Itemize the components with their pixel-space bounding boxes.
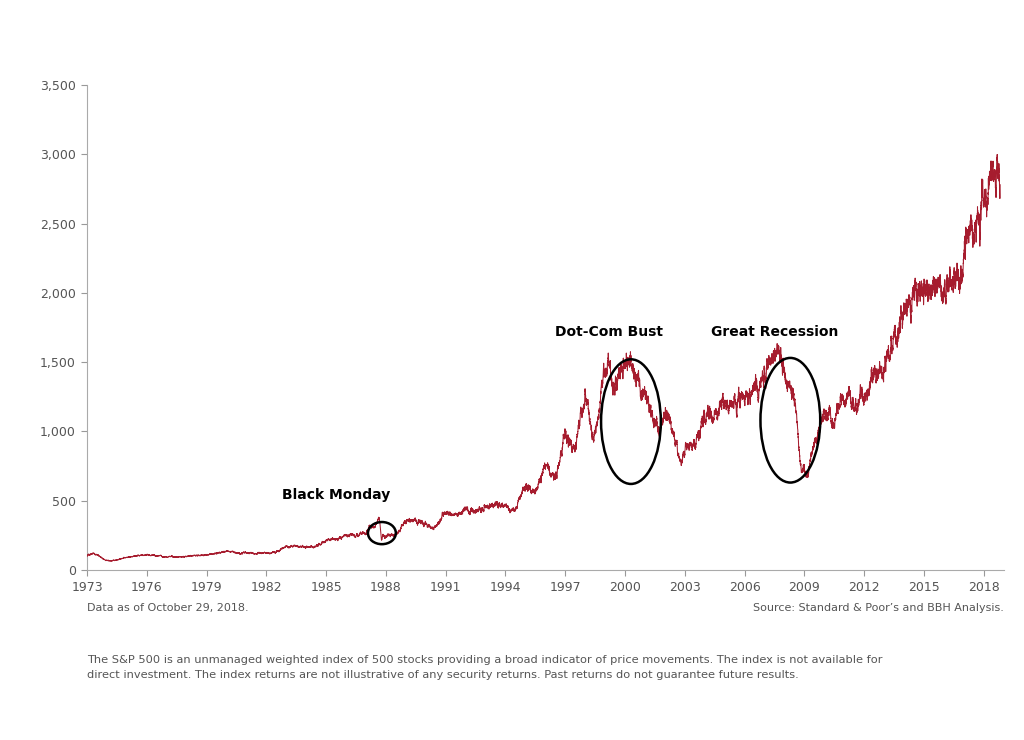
Text: The S&P 500 is an unmanaged weighted index of 500 stocks providing a broad indic: The S&P 500 is an unmanaged weighted ind… (87, 655, 883, 681)
Text: Black Monday: Black Monday (282, 488, 390, 502)
Text: Data as of October 29, 2018.: Data as of October 29, 2018. (87, 603, 249, 613)
Text: S&P 500 INDEX   1973-2018: S&P 500 INDEX 1973-2018 (18, 21, 388, 44)
Text: Great Recession: Great Recession (711, 325, 838, 338)
Text: Dot-Com Bust: Dot-Com Bust (555, 325, 663, 338)
Text: Source: Standard & Poor’s and BBH Analysis.: Source: Standard & Poor’s and BBH Analys… (753, 603, 1004, 613)
